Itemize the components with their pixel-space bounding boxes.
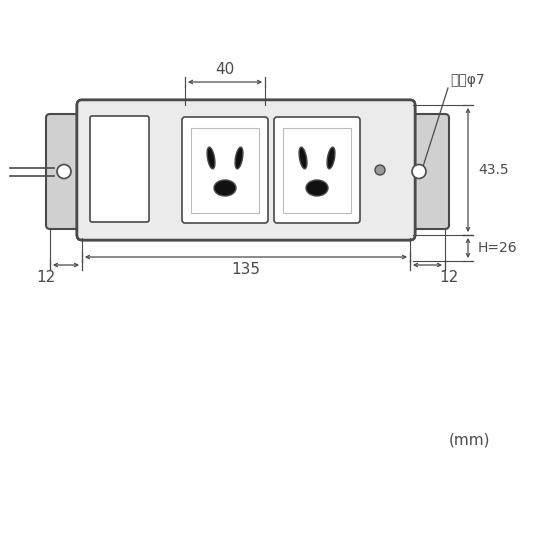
Text: 12: 12 bbox=[440, 270, 459, 286]
Ellipse shape bbox=[214, 180, 236, 196]
Ellipse shape bbox=[235, 147, 243, 169]
Text: 穴径φ7: 穴径φ7 bbox=[450, 73, 484, 87]
Ellipse shape bbox=[306, 180, 328, 196]
FancyBboxPatch shape bbox=[46, 114, 99, 229]
Circle shape bbox=[375, 165, 385, 175]
FancyBboxPatch shape bbox=[182, 117, 268, 223]
Text: 40: 40 bbox=[216, 63, 235, 77]
Text: 12: 12 bbox=[36, 270, 55, 286]
FancyBboxPatch shape bbox=[393, 114, 449, 229]
FancyBboxPatch shape bbox=[90, 116, 149, 222]
Bar bbox=[283, 128, 351, 212]
Ellipse shape bbox=[327, 147, 335, 169]
FancyBboxPatch shape bbox=[77, 100, 415, 240]
Bar bbox=[191, 128, 259, 212]
Ellipse shape bbox=[299, 147, 307, 169]
Text: H=26: H=26 bbox=[478, 241, 517, 255]
Circle shape bbox=[412, 165, 426, 179]
Text: 43.5: 43.5 bbox=[478, 163, 508, 177]
FancyBboxPatch shape bbox=[274, 117, 360, 223]
Text: 135: 135 bbox=[231, 263, 260, 278]
Ellipse shape bbox=[207, 147, 215, 169]
Circle shape bbox=[57, 165, 71, 179]
Text: (mm): (mm) bbox=[449, 432, 491, 447]
FancyBboxPatch shape bbox=[77, 100, 415, 240]
FancyBboxPatch shape bbox=[77, 100, 415, 240]
